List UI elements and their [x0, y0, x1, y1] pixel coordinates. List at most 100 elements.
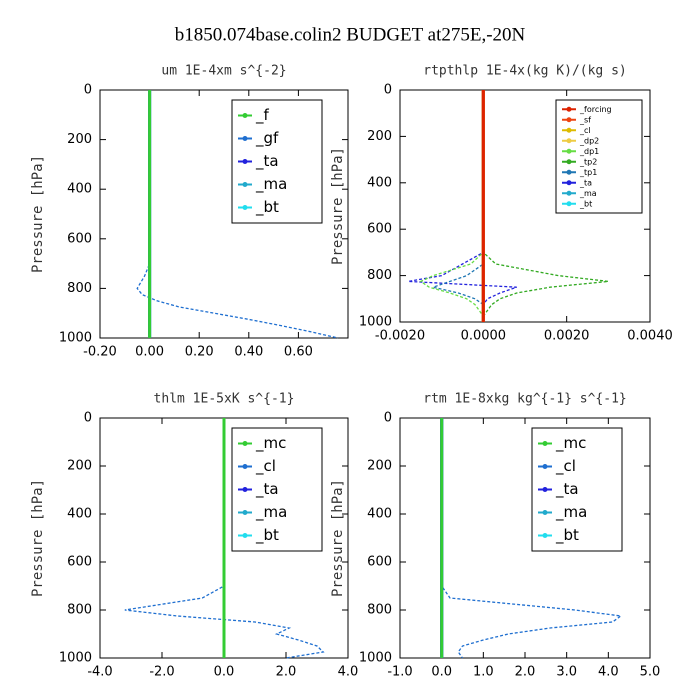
x-tick-label: 0.0 [214, 665, 235, 680]
legend-marker [242, 113, 248, 118]
legend-label: _forcing [579, 105, 612, 114]
x-tick-label: -1.0 [387, 665, 412, 680]
legend-marker [566, 159, 572, 165]
profile-line [419, 90, 484, 322]
panel-title: rtpthlp 1E-4x(kg K)/(kg s) [423, 64, 627, 79]
x-tick-label: 0.40 [234, 345, 263, 360]
y-tick-label: 1000 [59, 331, 92, 346]
plot-frame [399, 89, 651, 323]
x-tick-label: 5.0 [640, 665, 661, 680]
x-tick-label: 0.0 [431, 665, 452, 680]
legend-label: _mc [555, 434, 586, 453]
y-tick-label: 400 [367, 175, 392, 190]
y-tick-label: 200 [367, 459, 392, 474]
legend-marker [542, 533, 548, 538]
y-tick-label: 0 [384, 83, 392, 98]
legend-marker [542, 510, 548, 515]
x-tick-label: 2.0 [515, 665, 536, 680]
legend-marker [242, 533, 248, 538]
y-tick-label: 800 [67, 603, 92, 618]
legend-marker [242, 136, 248, 141]
legend-label: _cl [579, 126, 591, 135]
legend-label: _ta [255, 480, 279, 499]
y-tick-label: 800 [367, 603, 392, 618]
y-axis-label: Pressure [hPa] [30, 155, 46, 273]
legend-marker [242, 441, 248, 446]
legend-marker [566, 106, 572, 112]
x-tick-label: 1.0 [473, 665, 494, 680]
y-tick-label: 400 [367, 507, 392, 522]
y-tick-label: 200 [367, 129, 392, 144]
y-tick-label: 800 [67, 281, 92, 296]
y-tick-label: 600 [367, 555, 392, 570]
y-tick-label: 0 [84, 411, 92, 426]
x-tick-label: 0.0000 [461, 329, 507, 344]
legend-label: _ma [555, 503, 587, 522]
legend-marker [566, 127, 572, 133]
legend-label: _ma [255, 175, 287, 194]
legend-marker [566, 138, 572, 144]
legend-marker [566, 148, 572, 154]
legend-label: _bt [255, 198, 279, 217]
y-tick-label: 0 [84, 83, 92, 98]
y-tick-label: 0 [384, 411, 392, 426]
legend-label: _sf [579, 115, 591, 124]
legend-label: _ma [255, 503, 287, 522]
profile-line [430, 90, 484, 322]
legend-label: _tp1 [579, 168, 597, 177]
legend-marker [566, 201, 572, 207]
legend-label: _ma [579, 189, 597, 198]
y-tick-label: 1000 [359, 315, 392, 330]
x-tick-label: 0.60 [284, 345, 313, 360]
legend-marker [242, 159, 248, 164]
y-tick-label: 600 [67, 231, 92, 246]
x-tick-label: -4.0 [87, 665, 112, 680]
x-tick-label: 0.0040 [627, 329, 673, 344]
legend-marker [542, 464, 548, 469]
legend-marker [566, 169, 572, 175]
legend-label: _tp2 [579, 157, 597, 166]
panel-title: rtm 1E-8xkg kg^{-1} s^{-1} [423, 392, 627, 407]
x-tick-label: 0.0020 [544, 329, 590, 344]
x-tick-label: 0.00 [135, 345, 164, 360]
y-tick-label: 200 [67, 132, 92, 147]
legend-marker [542, 487, 548, 492]
x-tick-label: -0.0020 [375, 329, 425, 344]
legend-marker [542, 441, 548, 446]
plot-frame [99, 89, 349, 339]
legend-label: _bt [255, 526, 279, 545]
legend-label: _cl [255, 457, 276, 476]
legend-label: _bt [555, 526, 579, 545]
legend-marker [566, 117, 572, 123]
y-tick-label: 600 [67, 555, 92, 570]
y-tick-label: 600 [367, 222, 392, 237]
legend-marker [242, 205, 248, 210]
x-tick-label: 3.0 [556, 665, 577, 680]
x-tick-label: 0.20 [185, 345, 214, 360]
legend-label: _ta [555, 480, 579, 499]
legend-label: _dp1 [579, 147, 599, 156]
x-tick-label: -2.0 [149, 665, 174, 680]
legend-box [555, 99, 643, 214]
x-tick-label: 4.0 [598, 665, 619, 680]
y-axis-label: Pressure [hPa] [330, 479, 346, 597]
legend-label: _bt [579, 199, 592, 208]
legend-marker [566, 180, 572, 186]
legend-label: _gf [255, 129, 279, 148]
y-tick-label: 1000 [359, 651, 392, 666]
y-tick-label: 400 [67, 507, 92, 522]
legend-label: _ta [579, 178, 592, 187]
y-axis-label: Pressure [hPa] [330, 147, 346, 265]
legend-label: _cl [555, 457, 576, 476]
x-tick-label: -0.20 [83, 345, 117, 360]
legend-marker [242, 464, 248, 469]
y-tick-label: 800 [367, 268, 392, 283]
y-axis-label: Pressure [hPa] [30, 479, 46, 597]
profile-line [408, 90, 517, 322]
figure-title: b1850.074base.colin2 BUDGET at275E,-20N [175, 24, 526, 45]
legend-label: _mc [255, 434, 286, 453]
legend-marker [242, 182, 248, 187]
y-tick-label: 400 [67, 182, 92, 197]
legend-label: _f [255, 106, 270, 125]
